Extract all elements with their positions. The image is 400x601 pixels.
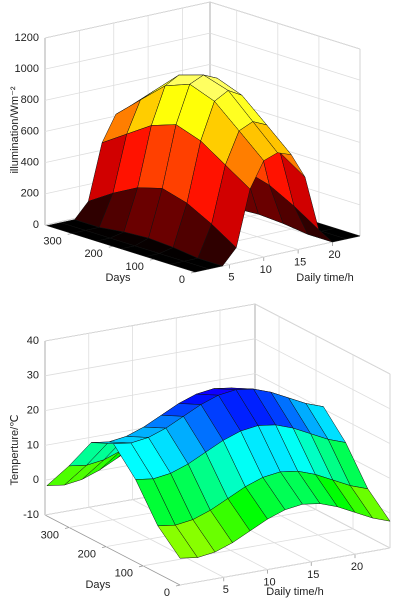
- tick-mark: [64, 527, 70, 529]
- x-tick-label: 5: [223, 584, 229, 596]
- tick-mark: [101, 546, 107, 549]
- tick-mark: [175, 584, 181, 587]
- y-tick-label: 100: [115, 568, 133, 580]
- surface-cell: [169, 261, 210, 273]
- grid-line: [88, 506, 224, 578]
- y-tick-label: 300: [41, 529, 59, 541]
- grid-line: [142, 528, 354, 567]
- y-tick-label: 200: [84, 248, 102, 260]
- grid-line: [254, 303, 391, 375]
- tick-mark: [149, 258, 155, 261]
- tick-mark: [67, 232, 72, 235]
- x-tick-label: 5: [228, 271, 234, 283]
- grid-line: [44, 303, 256, 342]
- z-tick-label: 30: [27, 370, 39, 382]
- tick-mark: [108, 245, 113, 248]
- z-tick-label: 0: [33, 474, 39, 486]
- grid-line: [44, 338, 256, 377]
- grid-line: [44, 32, 211, 70]
- y-tick-label: 0: [179, 274, 185, 286]
- grid-line: [44, 1, 211, 39]
- grid-line: [209, 32, 361, 81]
- z-tick-label: 200: [21, 188, 39, 200]
- z-tick-label: 1200: [15, 32, 39, 44]
- z-tick-label: 0: [33, 219, 39, 231]
- grid-line: [209, 1, 361, 50]
- z-tick-label: 40: [27, 335, 39, 347]
- x-tick-label: 20: [328, 249, 340, 261]
- y-tick-label: 300: [43, 235, 61, 247]
- z-tick-label: 800: [21, 94, 39, 106]
- y-tick-label: 200: [78, 549, 96, 561]
- grid-line: [209, 63, 361, 112]
- tick-mark: [190, 271, 196, 274]
- x-tick-label: 15: [294, 256, 306, 268]
- x-axis-label: Daily time/h: [296, 272, 353, 284]
- z-tick-label: -10: [23, 509, 39, 521]
- x-tick-label: 10: [260, 264, 272, 276]
- x-tick-label: 15: [307, 569, 319, 581]
- x-axis-label: Daily time/h: [266, 586, 323, 598]
- grid-line: [179, 547, 391, 586]
- z-tick-label: 400: [21, 157, 39, 169]
- y-axis-label: Days: [85, 579, 111, 591]
- z-tick-label: 20: [27, 405, 39, 417]
- z-axis-label: Temperture/℃: [9, 414, 21, 485]
- z-tick-label: 600: [21, 125, 39, 137]
- x-tick-label: 20: [351, 561, 363, 573]
- grid-line: [254, 338, 391, 410]
- z-tick-label: 1000: [15, 63, 39, 75]
- y-tick-label: 0: [164, 587, 170, 599]
- y-tick-label: 100: [126, 261, 144, 273]
- x-tick-label: 10: [263, 576, 275, 588]
- z-tick-label: 10: [27, 439, 39, 451]
- box-edge: [44, 514, 181, 586]
- y-axis-label: Days: [105, 272, 131, 284]
- z-axis-label: illumination/Wm⁻²: [9, 86, 21, 173]
- surface-cell: [157, 524, 198, 559]
- tick-mark: [138, 565, 144, 568]
